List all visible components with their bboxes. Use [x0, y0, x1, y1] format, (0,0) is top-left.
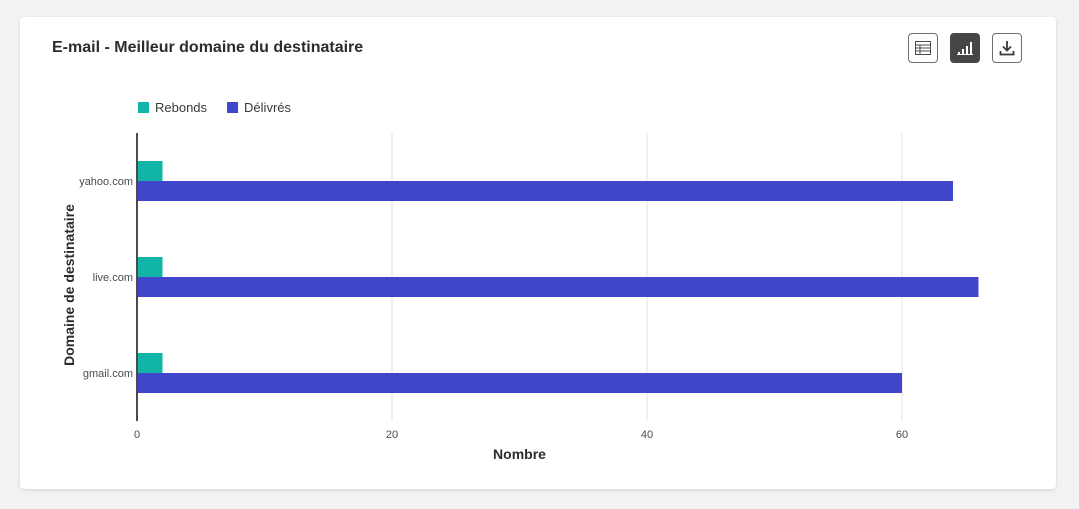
chart-card: E-mail - Meilleur domaine du destinatair…	[20, 17, 1056, 489]
x-tick-label: 60	[896, 429, 908, 441]
y-tick-label: yahoo.com	[79, 176, 133, 188]
y-tick-label: gmail.com	[83, 368, 133, 380]
table-icon	[915, 41, 931, 55]
legend-label: Délivrés	[244, 100, 291, 115]
card-title: E-mail - Meilleur domaine du destinatair…	[52, 39, 364, 56]
y-axis-title: Domaine de destinataire	[61, 204, 77, 366]
bar-dlivrs-gmail-com	[138, 373, 902, 393]
legend-swatch	[138, 102, 149, 113]
download-icon	[999, 41, 1015, 56]
bar-dlivrs-yahoo-com	[138, 181, 953, 201]
download-button[interactable]	[992, 33, 1022, 63]
chart-view-button[interactable]	[950, 33, 980, 63]
bar-rebonds-yahoo-com	[138, 161, 163, 181]
x-tick-label: 20	[386, 429, 398, 441]
bar-dlivrs-live-com	[138, 277, 979, 297]
table-view-button[interactable]	[908, 33, 938, 63]
x-tick-label: 40	[641, 429, 653, 441]
y-tick-label: live.com	[93, 272, 133, 284]
bar-rebonds-live-com	[138, 257, 163, 277]
bar-rebonds-gmail-com	[138, 353, 163, 373]
bar-chart-icon	[957, 42, 973, 55]
x-tick-label: 0	[134, 429, 140, 441]
legend-swatch	[227, 102, 239, 113]
x-axis-title: Nombre	[493, 446, 546, 462]
legend-label: Rebonds	[155, 100, 208, 115]
